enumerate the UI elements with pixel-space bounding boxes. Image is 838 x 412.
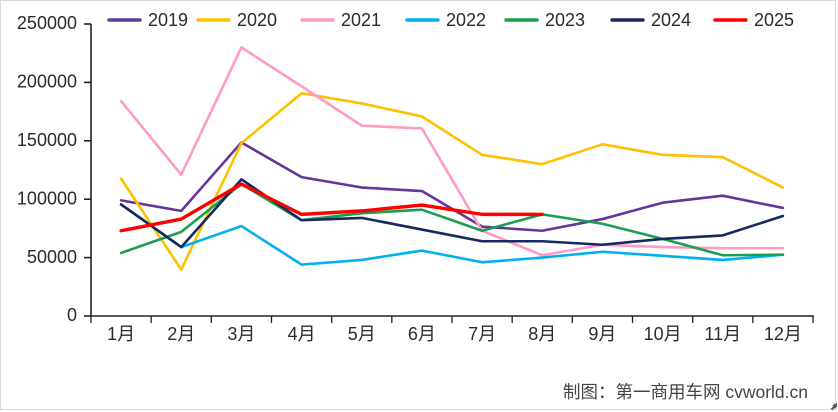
svg-text:12月: 12月 xyxy=(764,324,802,344)
svg-text:8月: 8月 xyxy=(528,324,556,344)
svg-text:7月: 7月 xyxy=(468,324,496,344)
svg-text:3月: 3月 xyxy=(227,324,255,344)
svg-text:2024: 2024 xyxy=(651,10,691,30)
svg-text:5月: 5月 xyxy=(348,324,376,344)
svg-text:2021: 2021 xyxy=(341,10,381,30)
svg-text:2022: 2022 xyxy=(446,10,486,30)
svg-text:250000: 250000 xyxy=(17,13,77,33)
svg-text:100000: 100000 xyxy=(17,188,77,208)
svg-text:1月: 1月 xyxy=(107,324,135,344)
svg-text:2月: 2月 xyxy=(167,324,195,344)
svg-text:2019: 2019 xyxy=(148,10,188,30)
svg-text:11月: 11月 xyxy=(704,324,741,344)
svg-text:2020: 2020 xyxy=(237,10,277,30)
svg-text:6月: 6月 xyxy=(408,324,436,344)
svg-text:150000: 150000 xyxy=(17,130,77,150)
svg-text:制图：第一商用车网 cvworld.cn: 制图：第一商用车网 cvworld.cn xyxy=(563,382,808,402)
svg-text:0: 0 xyxy=(67,305,77,325)
svg-text:50000: 50000 xyxy=(27,247,77,267)
svg-text:2023: 2023 xyxy=(545,10,585,30)
svg-text:4月: 4月 xyxy=(288,324,316,344)
svg-text:10月: 10月 xyxy=(644,324,682,344)
svg-text:2025: 2025 xyxy=(754,10,794,30)
svg-text:200000: 200000 xyxy=(17,72,77,92)
svg-text:9月: 9月 xyxy=(588,324,616,344)
